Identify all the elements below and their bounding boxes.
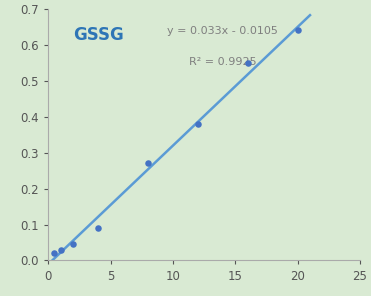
Point bbox=[245, 60, 251, 65]
Text: y = 0.033x - 0.0105: y = 0.033x - 0.0105 bbox=[167, 26, 278, 36]
Point bbox=[58, 247, 64, 252]
Point bbox=[145, 161, 151, 166]
Point bbox=[70, 242, 76, 247]
Text: GSSG: GSSG bbox=[73, 26, 124, 44]
Text: R² = 0.9925: R² = 0.9925 bbox=[189, 57, 257, 67]
Point bbox=[195, 122, 201, 126]
Point bbox=[295, 28, 301, 33]
Point bbox=[95, 226, 101, 231]
Point bbox=[52, 251, 58, 256]
